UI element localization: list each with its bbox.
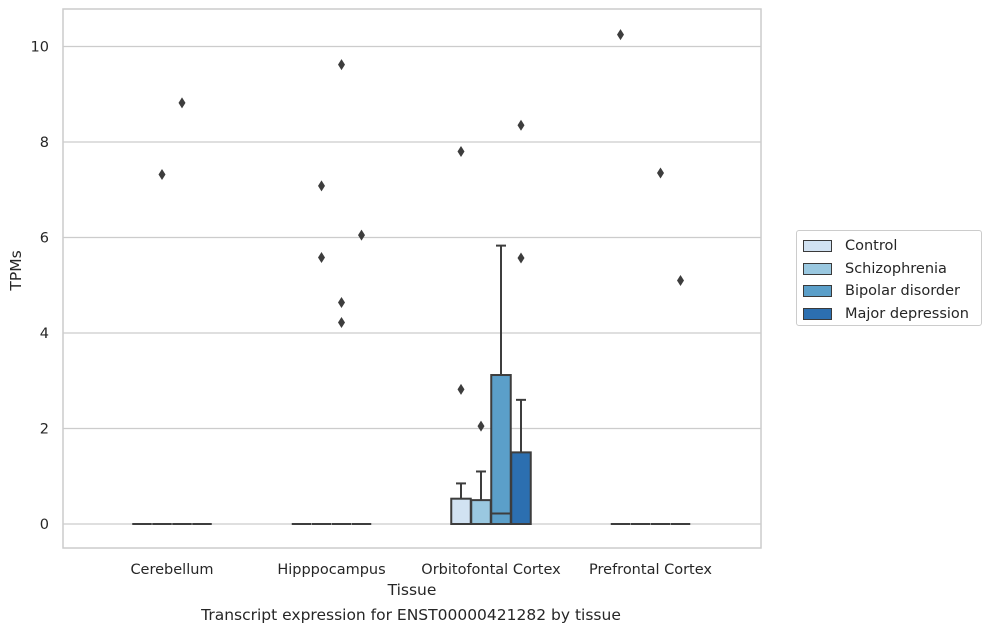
outlier-point	[457, 146, 465, 158]
box-group	[172, 97, 192, 525]
box	[510, 451, 532, 525]
outlier-point	[457, 383, 465, 395]
outlier-point	[617, 29, 624, 41]
legend-swatch	[803, 262, 832, 275]
outlier-point	[158, 168, 166, 180]
legend-item: Schizophrenia	[803, 258, 981, 281]
outlier-point	[517, 252, 525, 264]
box-group	[331, 59, 352, 525]
box	[470, 499, 492, 525]
x-axis-label: Tissue	[387, 581, 437, 599]
box-group	[610, 29, 631, 525]
box-group	[490, 244, 512, 525]
y-tick-label: 2	[40, 422, 49, 438]
legend-label: Major depression	[845, 305, 969, 322]
outlier-point	[657, 167, 664, 179]
chart-title: Transcript expression for ENST0000042128…	[201, 606, 621, 624]
plot-marks	[132, 29, 691, 526]
legend-item: Bipolar disorder	[803, 280, 981, 303]
y-axis-label: TPMs	[7, 250, 25, 291]
legend-label: Schizophrenia	[845, 260, 947, 277]
outlier-point	[358, 229, 365, 241]
legend-label: Bipolar disorder	[845, 283, 960, 300]
x-axis-ticks: Cerebellum Hipppocampus Orbitofontal Corte…	[130, 562, 712, 578]
box-group	[351, 229, 372, 525]
box-group	[650, 167, 671, 525]
x-tick-label: Prefrontal Cortex	[589, 562, 712, 578]
legend-label: Control	[845, 238, 898, 255]
plot-frame	[62, 8, 762, 549]
box-group	[470, 420, 492, 525]
outlier-point	[318, 180, 325, 192]
outlier-point	[677, 274, 684, 286]
legend-swatch	[803, 240, 832, 253]
legend-item: Major depression	[803, 303, 981, 326]
y-tick-label: 6	[40, 231, 49, 247]
outlier-point	[338, 316, 345, 328]
outlier-point	[318, 252, 325, 264]
legend-item: Control	[803, 235, 981, 258]
outlier-point	[477, 420, 485, 432]
y-axis-ticks: 0 2 4 6 8 10	[31, 40, 49, 534]
x-tick-label: Orbitofontal Cortex	[421, 562, 561, 578]
y-tick-label: 0	[40, 517, 49, 533]
legend-swatch	[803, 285, 832, 298]
outlier-point	[338, 59, 345, 71]
outlier-point	[178, 97, 186, 109]
box-group	[152, 168, 172, 525]
legend: Control Schizophrenia Bipolar disorder Majo…	[796, 230, 982, 326]
x-tick-label: Cerebellum	[130, 562, 213, 578]
legend-swatch	[803, 307, 832, 320]
y-tick-label: 4	[40, 326, 49, 342]
box	[450, 497, 472, 526]
y-tick-label: 8	[40, 135, 49, 151]
x-tick-label: Hipppocampus	[277, 562, 385, 578]
outlier-point	[517, 119, 525, 131]
box-group	[510, 119, 532, 525]
box-group	[670, 274, 691, 525]
box-group	[450, 146, 472, 526]
gridlines	[63, 45, 761, 525]
y-tick-label: 10	[31, 40, 49, 56]
box-group	[311, 180, 332, 525]
box	[490, 374, 512, 525]
outlier-point	[338, 296, 345, 308]
